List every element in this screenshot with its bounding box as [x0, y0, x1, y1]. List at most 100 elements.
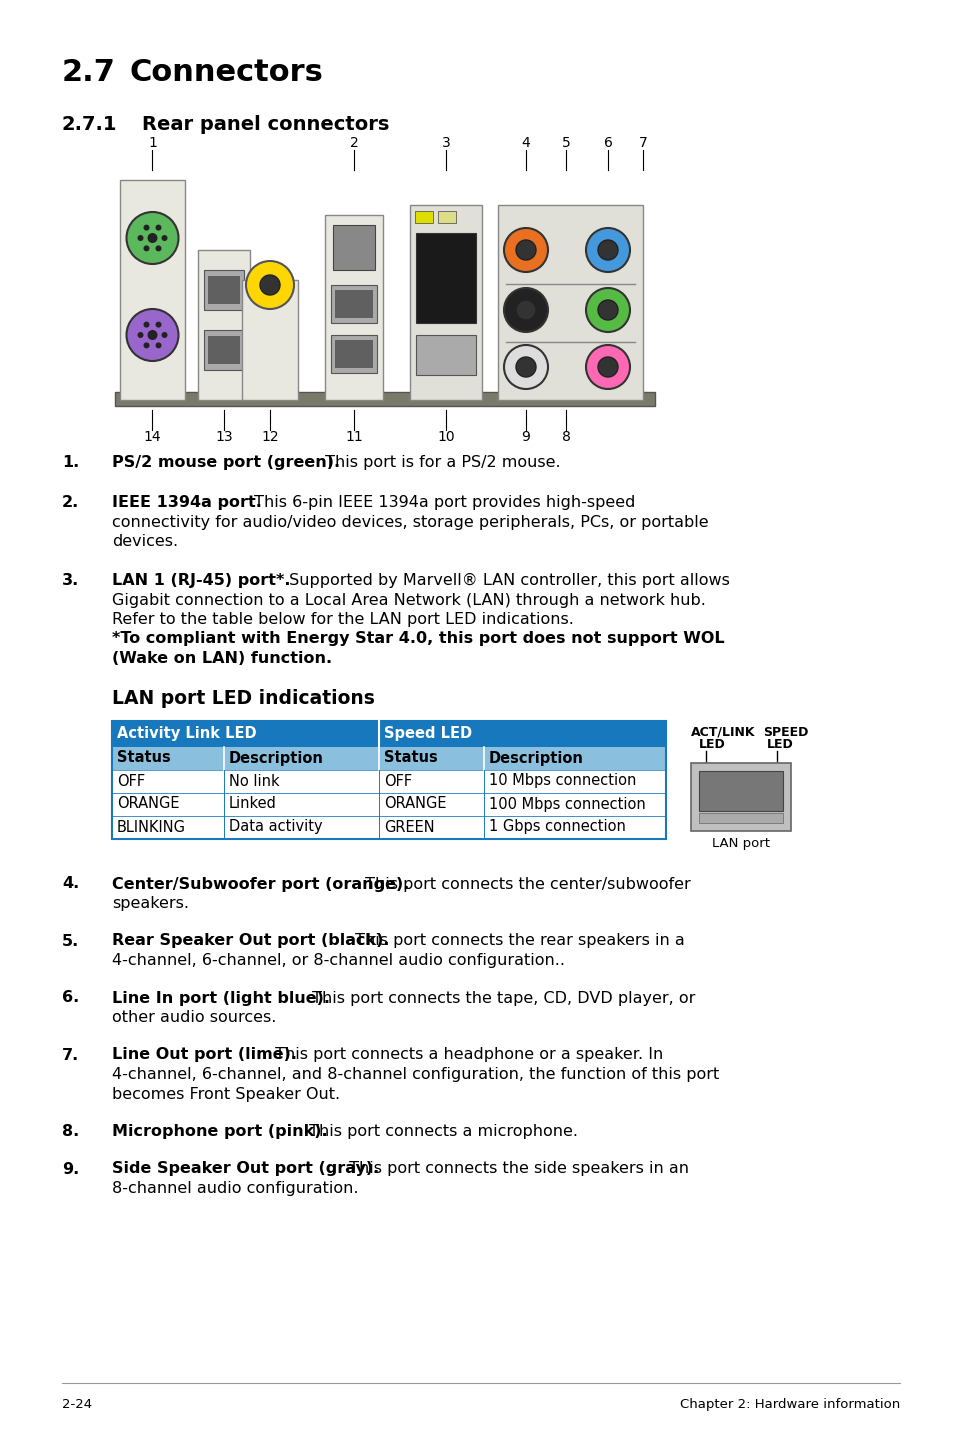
Text: speakers.: speakers. [112, 896, 189, 912]
Text: Center/Subwoofer port (orange).: Center/Subwoofer port (orange). [112, 877, 409, 892]
Bar [335, 339, 373, 368]
Text: 7: 7 [638, 137, 647, 150]
Bar [198, 250, 250, 400]
Text: 14: 14 [144, 430, 161, 444]
Text: 7.: 7. [62, 1047, 79, 1063]
Circle shape [127, 309, 178, 361]
Circle shape [137, 332, 143, 338]
Text: 4-channel, 6-channel, or 8-channel audio configuration..: 4-channel, 6-channel, or 8-channel audio… [112, 953, 564, 968]
Text: Activity Link LED: Activity Link LED [117, 726, 256, 741]
Text: SPEED: SPEED [762, 726, 807, 739]
Circle shape [260, 275, 280, 295]
Text: Line Out port (lime).: Line Out port (lime). [112, 1047, 296, 1063]
Bar [331, 285, 376, 324]
Text: This port connects the tape, CD, DVD player, or: This port connects the tape, CD, DVD pla… [307, 991, 695, 1005]
Text: This port connects a headphone or a speaker. In: This port connects a headphone or a spea… [270, 1047, 662, 1063]
Text: LED: LED [766, 739, 793, 752]
Text: Data activity: Data activity [229, 820, 322, 834]
Circle shape [585, 288, 629, 332]
Text: Description: Description [489, 751, 583, 765]
Text: 8.: 8. [62, 1125, 79, 1139]
Circle shape [143, 322, 150, 328]
Bar [204, 270, 244, 311]
Circle shape [503, 229, 547, 272]
Text: 6: 6 [603, 137, 612, 150]
Circle shape [516, 240, 536, 260]
Text: This 6-pin IEEE 1394a port provides high-speed: This 6-pin IEEE 1394a port provides high… [249, 495, 635, 510]
Text: 2-24: 2-24 [62, 1398, 92, 1411]
Text: 9: 9 [521, 430, 530, 444]
Circle shape [246, 262, 294, 309]
Text: 6.: 6. [62, 991, 79, 1005]
Bar [120, 180, 185, 400]
Text: 4.: 4. [62, 877, 79, 892]
Circle shape [161, 332, 168, 338]
Text: OFF: OFF [117, 774, 145, 788]
Text: This port connects a microphone.: This port connects a microphone. [304, 1125, 578, 1139]
Text: This port connects the center/subwoofer: This port connects the center/subwoofer [359, 877, 690, 892]
Text: 3.: 3. [62, 572, 79, 588]
Text: This port connects the side speakers in an: This port connects the side speakers in … [344, 1162, 688, 1176]
Bar [415, 211, 433, 223]
Text: ACT/LINK: ACT/LINK [690, 726, 755, 739]
Circle shape [516, 301, 536, 321]
Text: Rear Speaker Out port (black).: Rear Speaker Out port (black). [112, 933, 389, 949]
Text: 5: 5 [561, 137, 570, 150]
Text: Rear panel connectors: Rear panel connectors [142, 115, 389, 134]
Circle shape [516, 357, 536, 377]
Text: 1 Gbps connection: 1 Gbps connection [489, 820, 625, 834]
Text: *To compliant with Energy Star 4.0, this port does not support WOL: *To compliant with Energy Star 4.0, this… [112, 631, 724, 647]
Text: Gigabit connection to a Local Area Network (LAN) through a network hub.: Gigabit connection to a Local Area Netwo… [112, 592, 705, 607]
Circle shape [585, 345, 629, 390]
Text: LAN port: LAN port [711, 837, 769, 850]
Bar [690, 762, 790, 831]
Circle shape [155, 342, 161, 348]
Bar [112, 792, 665, 815]
Bar [112, 720, 665, 746]
Text: 2.: 2. [62, 495, 79, 510]
Text: ORANGE: ORANGE [384, 797, 446, 811]
Bar [112, 746, 665, 769]
Text: 4-channel, 6-channel, and 8-channel configuration, the function of this port: 4-channel, 6-channel, and 8-channel conf… [112, 1067, 719, 1081]
Text: 8-channel audio configuration.: 8-channel audio configuration. [112, 1181, 358, 1196]
Text: ORANGE: ORANGE [117, 797, 179, 811]
Text: 1.: 1. [62, 454, 79, 470]
Text: This port is for a PS/2 mouse.: This port is for a PS/2 mouse. [319, 454, 560, 470]
Bar [699, 812, 782, 823]
Text: PS/2 mouse port (green).: PS/2 mouse port (green). [112, 454, 340, 470]
Circle shape [598, 301, 618, 321]
Text: 2.7.1: 2.7.1 [62, 115, 117, 134]
Bar [208, 336, 240, 364]
Text: No link: No link [229, 774, 279, 788]
Circle shape [598, 357, 618, 377]
Text: connectivity for audio/video devices, storage peripherals, PCs, or portable: connectivity for audio/video devices, st… [112, 515, 708, 529]
Circle shape [143, 224, 150, 230]
Text: 9.: 9. [62, 1162, 79, 1176]
Text: LAN port LED indications: LAN port LED indications [112, 689, 375, 707]
Text: 4: 4 [521, 137, 530, 150]
Text: Line In port (light blue).: Line In port (light blue). [112, 991, 330, 1005]
Circle shape [503, 288, 547, 332]
Bar [204, 329, 244, 370]
Text: 100 Mbps connection: 100 Mbps connection [489, 797, 645, 811]
Bar [416, 335, 476, 375]
Text: LED: LED [699, 739, 725, 752]
Text: LAN 1 (RJ-45) port*.: LAN 1 (RJ-45) port*. [112, 572, 291, 588]
Bar [112, 815, 665, 838]
Text: becomes Front Speaker Out.: becomes Front Speaker Out. [112, 1087, 340, 1102]
Circle shape [155, 224, 161, 230]
Bar [112, 720, 665, 838]
Text: Supported by Marvell® LAN controller, this port allows: Supported by Marvell® LAN controller, th… [284, 572, 729, 588]
Text: Linked: Linked [229, 797, 276, 811]
Bar [497, 206, 642, 400]
Circle shape [155, 246, 161, 252]
Text: 2.7: 2.7 [62, 58, 115, 88]
Circle shape [585, 229, 629, 272]
Bar [208, 276, 240, 303]
Text: Description: Description [229, 751, 323, 765]
Text: Status: Status [384, 751, 437, 765]
Circle shape [148, 233, 157, 243]
Circle shape [161, 234, 168, 242]
Text: Microphone port (pink).: Microphone port (pink). [112, 1125, 327, 1139]
Text: 2: 2 [349, 137, 358, 150]
